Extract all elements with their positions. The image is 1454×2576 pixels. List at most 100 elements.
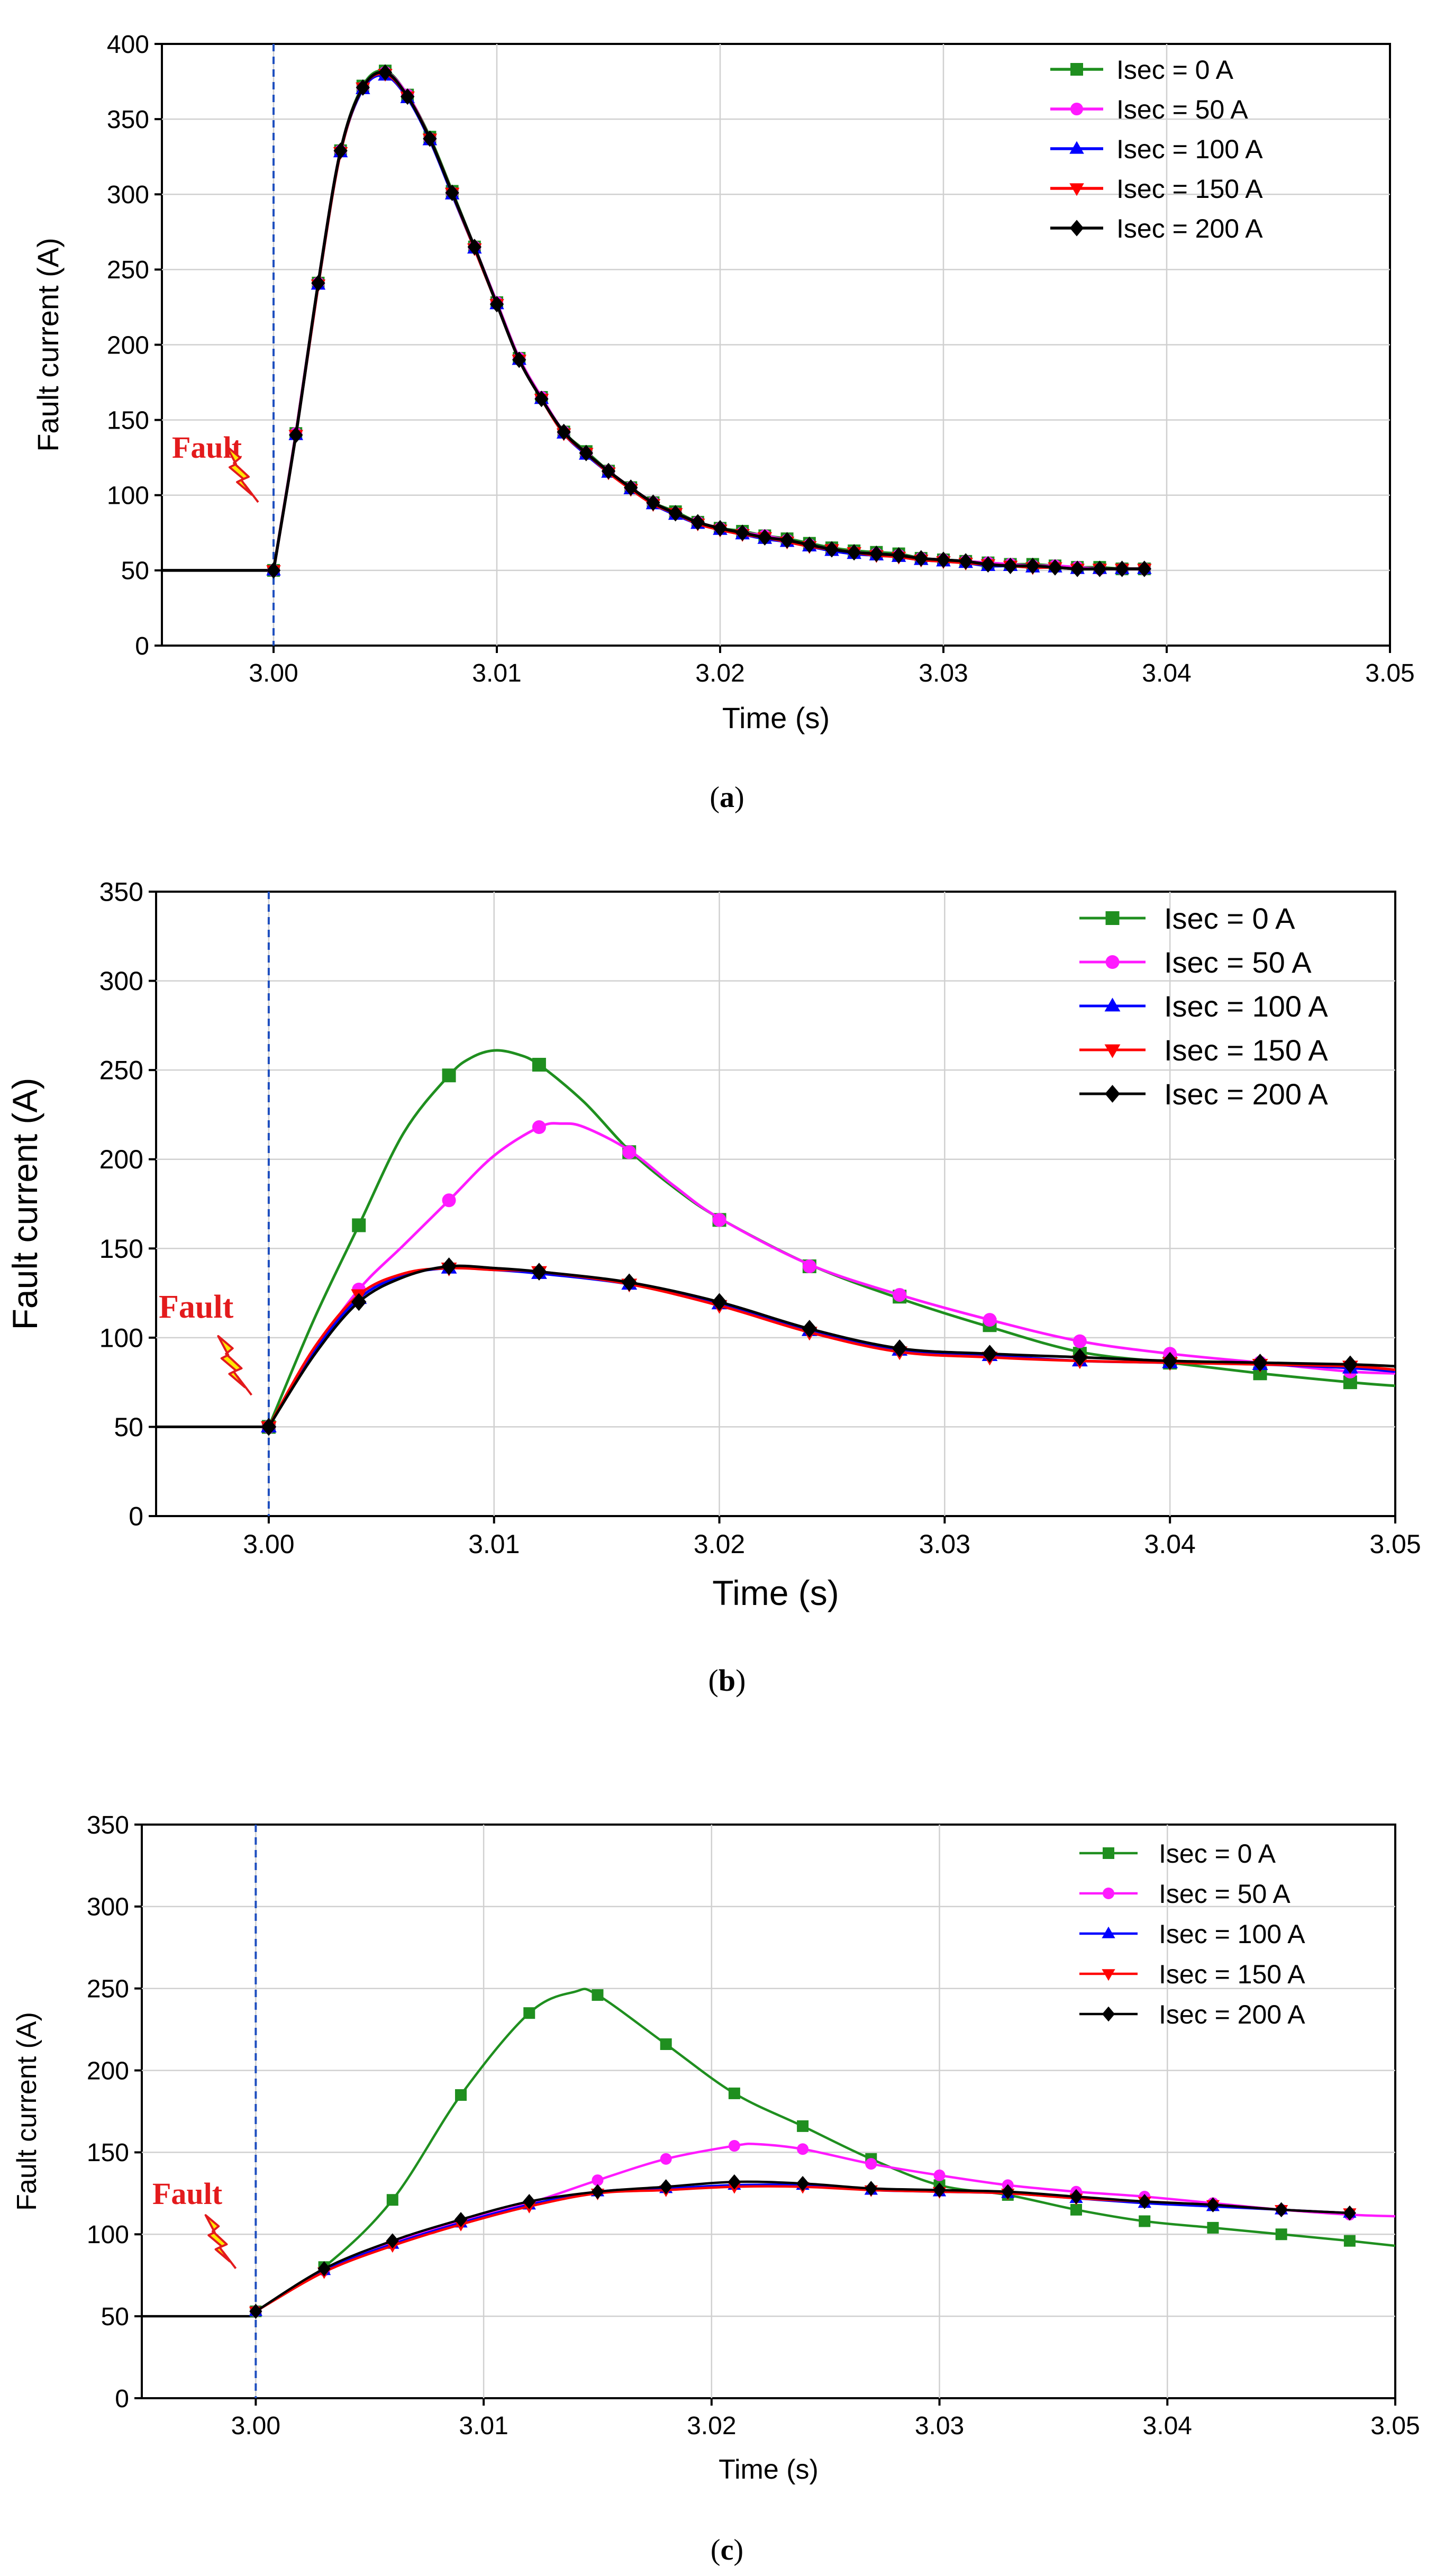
data-point (622, 1145, 637, 1159)
data-point (713, 520, 728, 537)
data-point (936, 551, 951, 568)
y-tick-label: 350 (99, 877, 143, 907)
x-tick-label: 3.02 (695, 659, 744, 687)
y-tick-label: 150 (107, 406, 149, 434)
legend-entry-label: Isec = 100 A (1164, 990, 1328, 1023)
legend-entry-label: Isec = 0 A (1159, 1839, 1276, 1868)
data-point (352, 1218, 366, 1232)
x-tick-label: 3.02 (694, 1529, 745, 1559)
data-point (266, 562, 281, 579)
y-tick-label: 100 (99, 1323, 143, 1353)
data-point (824, 541, 839, 558)
legend-entry-label: Isec = 150 A (1164, 1033, 1328, 1067)
legend-swatch-marker (1102, 1969, 1115, 1981)
data-point (534, 391, 549, 407)
series-line (267, 1266, 1396, 1428)
data-point (532, 1058, 546, 1072)
x-tick-label: 3.00 (249, 659, 298, 687)
caption-open: ( (708, 1663, 719, 1698)
y-tick-label: 300 (107, 181, 149, 209)
panel-caption: (a) (710, 781, 744, 814)
data-point (454, 2212, 468, 2227)
legend-swatch-marker (1104, 1044, 1121, 1058)
data-point (735, 524, 750, 541)
data-point (1275, 2202, 1288, 2218)
caption-letter: c (721, 2534, 734, 2566)
data-point (1070, 2203, 1082, 2216)
data-point (865, 2181, 878, 2196)
x-axis-label: Time (s) (722, 701, 830, 734)
series-line (267, 1264, 1396, 1428)
legend: Isec = 0 A Isec = 50 A Isec = 100 A Isec = … (1079, 902, 1328, 1111)
data-point (780, 532, 794, 549)
lightning-arrow-icon (222, 2251, 237, 2270)
data-point (646, 494, 660, 511)
series-4 (249, 2174, 1356, 2319)
data-point (892, 1339, 907, 1357)
data-point (401, 88, 415, 105)
series-4 (266, 64, 1151, 579)
lightning-arrow-icon (243, 483, 259, 503)
data-point (1343, 2205, 1356, 2221)
fault-label: Fault (172, 430, 242, 465)
legend-entry-label: Isec = 0 A (1116, 55, 1234, 85)
y-tick-label: 50 (101, 2303, 129, 2331)
data-point (356, 79, 370, 96)
legend-swatch-marker (1070, 63, 1083, 76)
panel-caption: (c) (711, 2534, 743, 2566)
y-tick-label: 300 (87, 1893, 129, 1921)
legend-entry-label: Isec = 50 A (1116, 95, 1248, 124)
fault-label: Fault (152, 2176, 223, 2211)
data-point (1073, 1334, 1087, 1348)
y-axis-label: Fault current (A) (5, 1078, 44, 1330)
data-point (445, 184, 459, 202)
data-point (1137, 560, 1151, 577)
data-point (557, 423, 571, 440)
data-point (317, 2261, 331, 2276)
series-line (255, 1988, 1396, 2312)
data-point (592, 1989, 604, 2001)
x-tick-label: 3.01 (472, 659, 521, 687)
y-tick-label: 200 (87, 2057, 129, 2085)
data-point (579, 445, 593, 461)
data-point (1025, 557, 1040, 574)
legend-swatch-marker (1104, 997, 1121, 1012)
caption-open: ( (711, 2534, 721, 2566)
data-point (660, 2153, 672, 2165)
legend-entry-label: Isec = 100 A (1159, 1919, 1305, 1949)
data-point (442, 1193, 456, 1208)
data-point (1072, 1348, 1088, 1366)
data-point (378, 64, 393, 81)
legend-swatch-marker (1103, 1888, 1114, 1899)
data-point (1275, 2228, 1287, 2241)
data-point (983, 1313, 997, 1327)
data-point (893, 1287, 907, 1302)
data-point (802, 1320, 817, 1338)
data-point (351, 1293, 367, 1311)
x-tick-label: 3.04 (1143, 2412, 1192, 2440)
data-point (333, 142, 348, 159)
data-point (728, 2140, 740, 2152)
caption-close: ) (733, 2534, 743, 2566)
data-point (959, 553, 973, 570)
data-point (660, 2038, 672, 2051)
caption-letter: b (719, 1663, 735, 1698)
data-point (728, 2174, 741, 2190)
data-point (1048, 559, 1062, 576)
data-point (523, 2194, 536, 2209)
data-point (1342, 1355, 1358, 1374)
y-tick-label: 0 (115, 2385, 129, 2413)
y-tick-label: 350 (107, 106, 149, 134)
y-tick-label: 250 (107, 256, 149, 284)
y-tick-label: 0 (129, 1502, 143, 1531)
legend-swatch-marker (1102, 2006, 1115, 2022)
data-point (933, 2182, 946, 2198)
data-point (467, 239, 481, 256)
y-tick-label: 200 (99, 1145, 143, 1174)
data-point (261, 1418, 277, 1436)
data-point (531, 1263, 547, 1281)
data-point (1207, 2221, 1219, 2234)
y-tick-label: 50 (121, 557, 149, 585)
data-point (933, 2169, 946, 2181)
